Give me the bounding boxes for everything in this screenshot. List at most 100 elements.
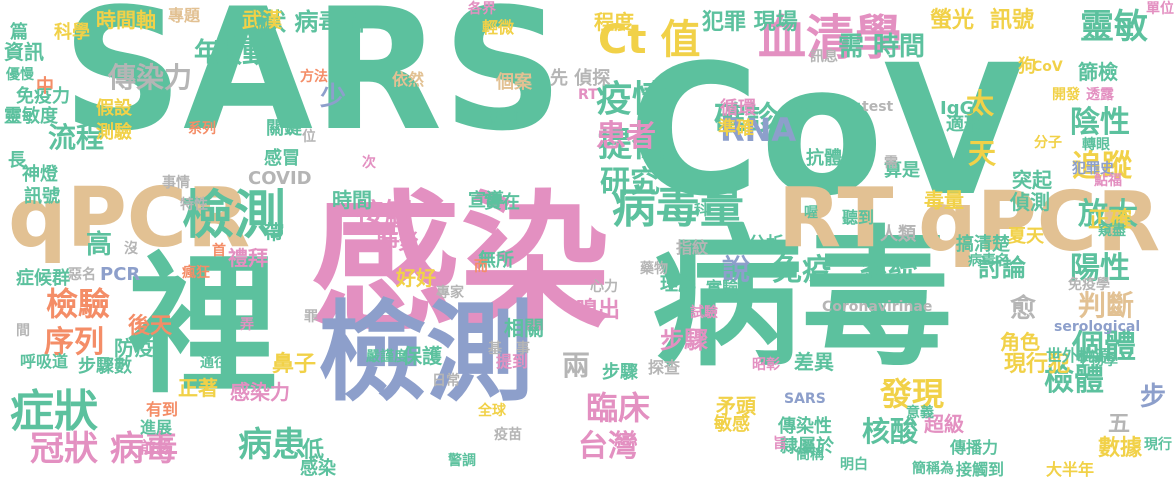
word-cloud-word: 鮎福 bbox=[1094, 173, 1122, 189]
word-cloud-word: 喔 bbox=[804, 205, 818, 221]
word-cloud-word: 天 bbox=[968, 137, 997, 170]
word-cloud-word: 角色 bbox=[1000, 330, 1040, 354]
word-cloud-word: 優慢 bbox=[6, 67, 34, 83]
word-cloud-word: Ct 值 bbox=[598, 17, 701, 63]
word-cloud-word: 前緣 bbox=[140, 438, 173, 457]
word-cloud-word: 抗體 bbox=[806, 148, 842, 169]
word-cloud-word: 感冒 bbox=[264, 148, 300, 169]
word-cloud-word: RT bbox=[778, 171, 894, 266]
word-cloud-word: 檢測 bbox=[318, 291, 535, 416]
word-cloud-word: 方法 bbox=[300, 69, 328, 85]
word-cloud-word: 而 bbox=[474, 259, 488, 275]
word-cloud-word: 轉眼 bbox=[1082, 137, 1110, 153]
word-cloud-word: 時間軸 bbox=[96, 8, 156, 32]
word-cloud-word: 判斷 bbox=[1078, 289, 1135, 322]
word-cloud-word: 陽性 bbox=[1070, 251, 1130, 286]
word-cloud-word: 追蹤 bbox=[1072, 149, 1132, 184]
word-cloud-word: 少 bbox=[320, 82, 347, 112]
word-cloud-word: serological bbox=[1054, 319, 1141, 335]
word-cloud-word: 循環 bbox=[720, 98, 756, 119]
word-cloud-word: 毒量 bbox=[924, 188, 964, 212]
word-cloud-word: 瘋狂 bbox=[182, 265, 210, 281]
word-cloud-word: 保護 bbox=[402, 344, 442, 368]
word-cloud-word: 長 bbox=[8, 150, 26, 171]
word-cloud-word: 病毒 bbox=[652, 213, 953, 387]
word-cloud-word: 聽到 bbox=[842, 208, 875, 227]
word-cloud-word: 試驗 bbox=[690, 305, 718, 321]
word-cloud-word: 檢驗 bbox=[46, 285, 111, 323]
word-cloud-word: 依然 bbox=[392, 70, 425, 89]
word-cloud-word: 數據 bbox=[1098, 436, 1143, 461]
word-cloud-word: 高 bbox=[86, 230, 113, 260]
word-cloud-word: 罪 bbox=[304, 309, 318, 325]
word-cloud-word: 事 bbox=[516, 341, 530, 357]
word-cloud-word: 間 bbox=[16, 323, 30, 339]
word-cloud-word: 突起 bbox=[1012, 168, 1052, 192]
word-cloud-word: 陰性 bbox=[1070, 105, 1130, 140]
word-cloud-word: 步驟 bbox=[660, 326, 708, 354]
word-cloud-word: 程度 bbox=[594, 10, 634, 34]
word-cloud-word: 位 bbox=[302, 129, 316, 145]
word-cloud-word: 靈敏度 bbox=[4, 106, 58, 127]
word-cloud-word: 現行犯 bbox=[1004, 352, 1071, 377]
word-cloud-word: 專家 bbox=[436, 285, 464, 301]
word-cloud-word: 通往 bbox=[200, 355, 228, 371]
word-cloud-word: 序列 bbox=[44, 325, 104, 360]
word-cloud-word: 犯 bbox=[847, 102, 861, 118]
word-cloud-word: Coronavirinae bbox=[822, 299, 933, 315]
word-cloud-word: 系統 bbox=[858, 253, 918, 288]
word-cloud-word: 透露 bbox=[1086, 87, 1114, 103]
word-cloud-word: 警調 bbox=[448, 453, 476, 469]
word-cloud-word: 鼻子 bbox=[272, 352, 317, 377]
word-cloud-word: RNA bbox=[720, 111, 797, 149]
word-cloud-word: 個案 bbox=[496, 72, 532, 93]
word-cloud-word: 接觸 bbox=[356, 197, 413, 230]
word-cloud-word: 啟動 bbox=[212, 35, 272, 70]
word-cloud-word: CoV bbox=[1032, 59, 1063, 75]
word-cloud-word: 討論 bbox=[978, 254, 1026, 282]
word-cloud-word: 假設 bbox=[96, 98, 132, 119]
word-cloud-word: SARS bbox=[784, 391, 826, 407]
word-cloud-word: 建 bbox=[794, 101, 808, 117]
word-cloud-word: 事情 bbox=[162, 175, 190, 191]
word-cloud-word: 系列 bbox=[188, 121, 216, 137]
word-cloud-word: 步 bbox=[1140, 382, 1167, 412]
word-cloud-word: 狗 bbox=[1018, 56, 1036, 77]
word-cloud-word: 後天 bbox=[128, 314, 173, 339]
word-cloud-word: 疫苗 bbox=[494, 427, 522, 443]
word-cloud-word: 核酸 bbox=[862, 415, 919, 448]
word-cloud-word: 免疫學 bbox=[1068, 277, 1110, 293]
word-cloud-word: COVID bbox=[248, 168, 312, 189]
word-cloud-word: 感染 bbox=[300, 458, 336, 479]
word-cloud-word: 進展 bbox=[140, 418, 173, 437]
word-cloud-word: 確診 bbox=[714, 99, 779, 137]
word-cloud-word: 傳播力 bbox=[950, 438, 999, 457]
word-cloud-word: 症候群 bbox=[16, 268, 70, 289]
word-cloud-word: 現行 bbox=[1144, 437, 1172, 453]
word-cloud-word: 單位 bbox=[1146, 1, 1174, 17]
word-cloud-word: 研究 bbox=[600, 165, 660, 200]
word-cloud-word: 兩 bbox=[562, 349, 591, 382]
word-cloud-word: 指紋 bbox=[676, 238, 709, 257]
word-cloud-word: 太 bbox=[966, 87, 995, 120]
word-cloud-word: 算是 bbox=[884, 160, 920, 181]
word-cloud-word: 呼吸道 bbox=[20, 352, 69, 371]
word-cloud-word: 好好 bbox=[396, 266, 436, 290]
word-cloud-word: 正確 bbox=[1088, 208, 1133, 233]
word-cloud-word: 冠狀 病毒 bbox=[30, 429, 178, 469]
word-cloud-word: 適形 bbox=[946, 114, 982, 135]
word-cloud-word: 篇 bbox=[10, 22, 28, 43]
word-cloud-word: 科學 bbox=[54, 22, 90, 43]
word-cloud-word: 開發 bbox=[1052, 87, 1080, 103]
word-cloud-word: 次 bbox=[362, 155, 376, 171]
word-cloud-word: 中 bbox=[36, 76, 54, 97]
word-cloud-word: 傳染性 bbox=[778, 416, 832, 437]
word-cloud-word: 各界 bbox=[468, 1, 496, 17]
word-cloud-word: 靈敏 bbox=[1080, 7, 1148, 47]
word-cloud-word: qPCR bbox=[918, 175, 1161, 270]
word-cloud-word: 全球 bbox=[478, 403, 506, 419]
word-cloud-word: 台灣 bbox=[578, 429, 638, 464]
word-cloud-word: 提供 bbox=[598, 125, 666, 165]
word-cloud-word: 分子 bbox=[1034, 135, 1062, 151]
word-cloud-word: 矛頭 bbox=[716, 394, 756, 418]
